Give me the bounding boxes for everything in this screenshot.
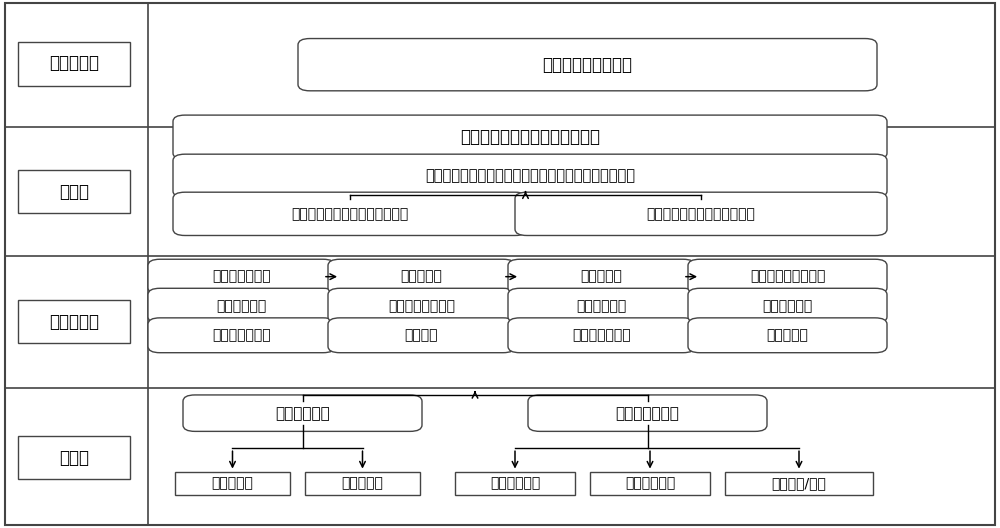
Text: 数据校验与容错: 数据校验与容错 bbox=[212, 328, 271, 342]
Text: 基于高精度定位信息的空间融合: 基于高精度定位信息的空间融合 bbox=[291, 207, 409, 221]
FancyBboxPatch shape bbox=[328, 288, 515, 323]
Text: 分析应用层: 分析应用层 bbox=[49, 54, 99, 72]
Text: 开放数据集调用接口: 开放数据集调用接口 bbox=[542, 55, 633, 74]
Text: 数据缓冲服务器: 数据缓冲服务器 bbox=[212, 270, 271, 284]
Bar bbox=[455, 472, 575, 495]
FancyBboxPatch shape bbox=[515, 192, 887, 235]
FancyBboxPatch shape bbox=[183, 395, 422, 431]
FancyBboxPatch shape bbox=[328, 259, 515, 294]
Bar bbox=[590, 472, 710, 495]
Text: 消息队列服务: 消息队列服务 bbox=[216, 299, 267, 313]
Text: 高频数据管理服务器: 高频数据管理服务器 bbox=[750, 270, 825, 284]
Bar bbox=[18, 42, 130, 86]
Text: 车辆和环境信息: 车辆和环境信息 bbox=[616, 406, 679, 421]
Text: 降水量监测仪: 降水量监测仪 bbox=[625, 476, 675, 491]
Bar bbox=[18, 170, 130, 213]
FancyBboxPatch shape bbox=[173, 192, 527, 235]
Bar bbox=[18, 436, 130, 479]
FancyBboxPatch shape bbox=[148, 288, 335, 323]
Bar bbox=[725, 472, 873, 495]
Text: 时空连续的自然路面状态数据集: 时空连续的自然路面状态数据集 bbox=[460, 128, 600, 146]
FancyBboxPatch shape bbox=[688, 318, 887, 353]
Text: 图像传感器: 图像传感器 bbox=[342, 476, 383, 491]
FancyBboxPatch shape bbox=[688, 259, 887, 294]
FancyBboxPatch shape bbox=[298, 39, 877, 91]
FancyBboxPatch shape bbox=[328, 318, 515, 353]
FancyBboxPatch shape bbox=[148, 259, 335, 294]
FancyBboxPatch shape bbox=[173, 115, 887, 159]
FancyBboxPatch shape bbox=[148, 318, 335, 353]
FancyBboxPatch shape bbox=[173, 154, 887, 197]
Text: 数据层: 数据层 bbox=[59, 183, 89, 201]
Bar bbox=[175, 472, 290, 495]
Text: 基于形态匹配的时间序列追踪: 基于形态匹配的时间序列追踪 bbox=[647, 207, 755, 221]
Text: 计算服务器: 计算服务器 bbox=[401, 270, 442, 284]
Text: 定制化服务应用: 定制化服务应用 bbox=[572, 328, 631, 342]
Text: 分布式存储: 分布式存储 bbox=[767, 328, 808, 342]
Bar bbox=[305, 472, 420, 495]
Text: 并行计算: 并行计算 bbox=[405, 328, 438, 342]
Bar bbox=[18, 300, 130, 343]
Text: 路面状态信息: 路面状态信息 bbox=[275, 406, 330, 421]
Text: 硬件平台层: 硬件平台层 bbox=[49, 313, 99, 331]
Text: 温湿度传感器: 温湿度传感器 bbox=[490, 476, 540, 491]
FancyBboxPatch shape bbox=[688, 288, 887, 323]
Text: 基于深度学习和语义分类网络的路面损伤人工智能识别: 基于深度学习和语义分类网络的路面损伤人工智能识别 bbox=[425, 168, 635, 183]
Text: 应用服务器: 应用服务器 bbox=[581, 270, 622, 284]
Text: 深度学习计算平台: 深度学习计算平台 bbox=[388, 299, 455, 313]
FancyBboxPatch shape bbox=[528, 395, 767, 431]
FancyBboxPatch shape bbox=[508, 288, 695, 323]
FancyBboxPatch shape bbox=[508, 259, 695, 294]
Text: 感知层: 感知层 bbox=[59, 449, 89, 467]
Text: 业务对接模块: 业务对接模块 bbox=[576, 299, 627, 313]
FancyBboxPatch shape bbox=[508, 318, 695, 353]
Text: 定位传感器: 定位传感器 bbox=[212, 476, 253, 491]
Text: 感应线圈/光纤: 感应线圈/光纤 bbox=[772, 476, 826, 491]
Text: 分布式数据库: 分布式数据库 bbox=[762, 299, 813, 313]
